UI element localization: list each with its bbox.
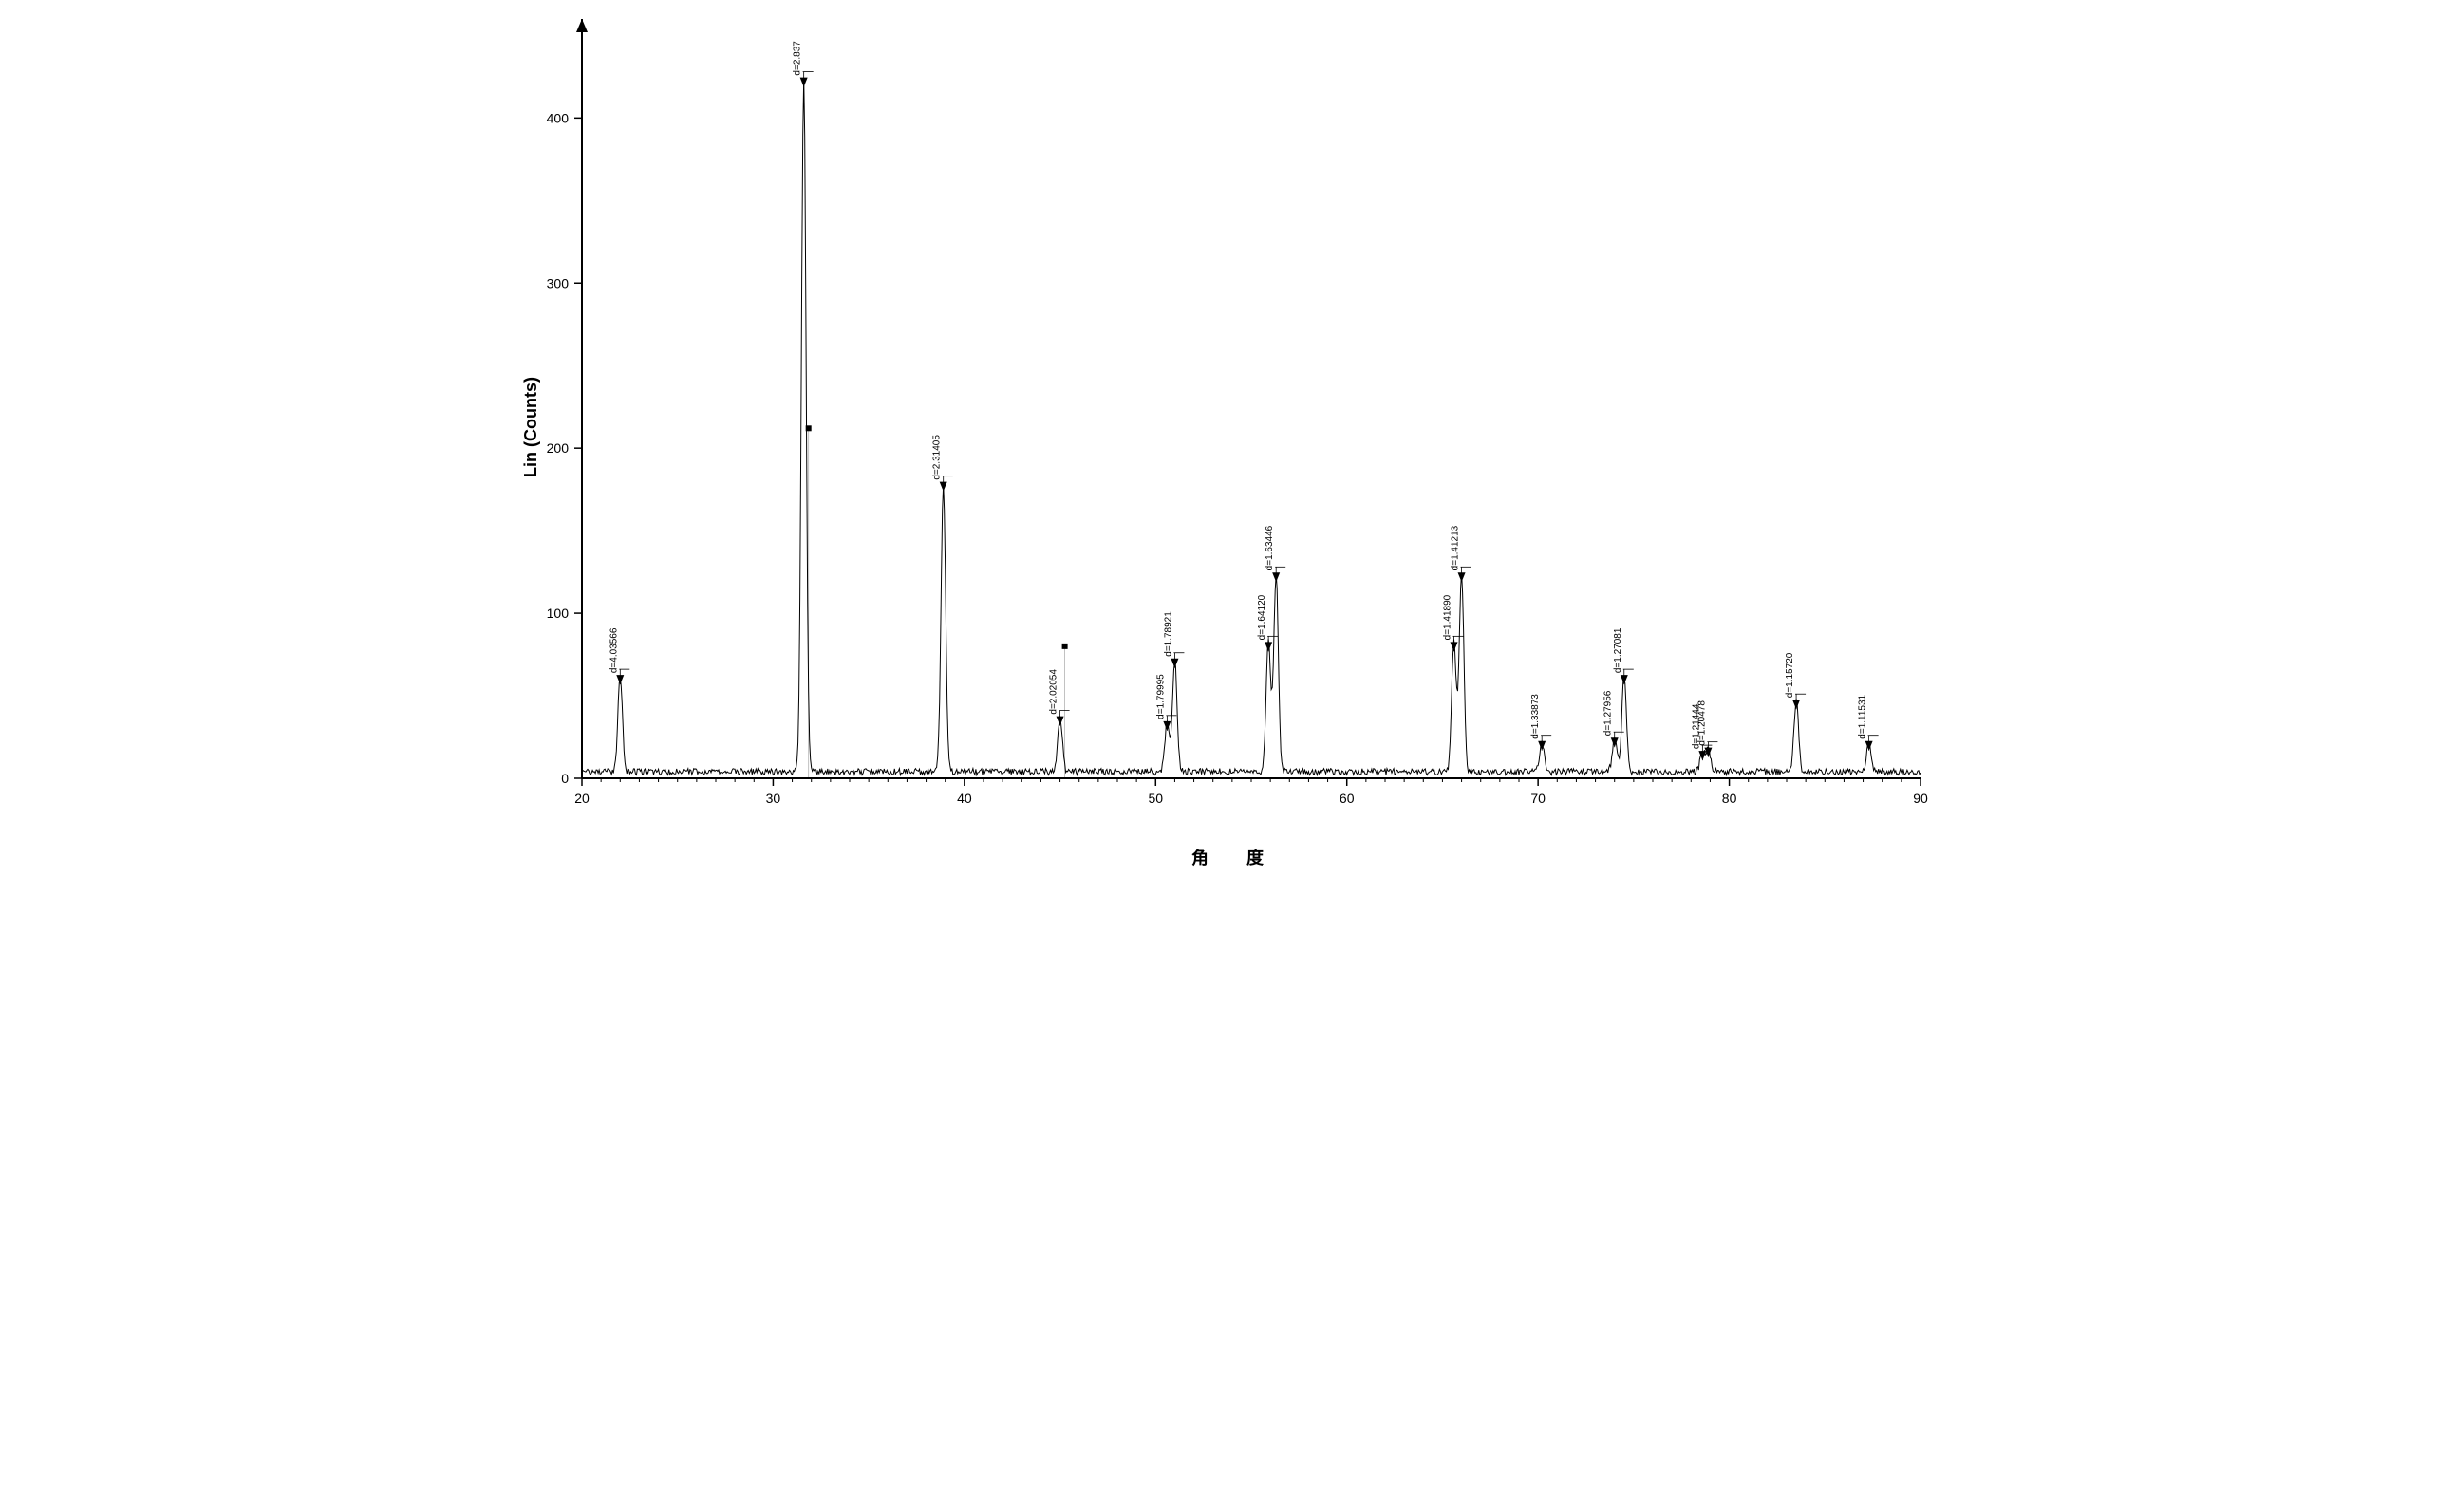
x-tick-label: 60 bbox=[1340, 791, 1355, 806]
peak-label: d=1.27956 bbox=[1603, 690, 1614, 736]
chart-container: 20 30 40 50 60 70 80 90 0 100 200 300 400 Lin (Counts… bbox=[515, 9, 1940, 869]
x-tick-label: 90 bbox=[1913, 791, 1928, 806]
chart-svg: 20 30 40 50 60 70 80 90 0 100 200 300 400 Lin (Counts… bbox=[515, 9, 1940, 816]
x-tick-label: 80 bbox=[1722, 791, 1737, 806]
peak-label: d=1.11531 bbox=[1858, 694, 1868, 738]
peak-label: d=1.15720 bbox=[1785, 652, 1795, 698]
peak-label: d=4.03566 bbox=[609, 627, 619, 673]
y-tick-label: 200 bbox=[547, 440, 570, 456]
x-tick-label: 70 bbox=[1530, 791, 1546, 806]
peak-label: d=2.31405 bbox=[932, 435, 943, 480]
peak-label: d=1.41890 bbox=[1443, 594, 1453, 640]
chart-plot-area: 20 30 40 50 60 70 80 90 0 100 200 300 400 Lin (Counts… bbox=[515, 9, 1940, 816]
peak-label: d=1.27081 bbox=[1613, 627, 1623, 673]
x-tick-label: 30 bbox=[766, 791, 781, 806]
peak-label: d=1.63446 bbox=[1265, 525, 1275, 570]
x-tick-label: 40 bbox=[957, 791, 972, 806]
peak-label: d=2.02054 bbox=[1049, 669, 1059, 715]
y-tick-label: 100 bbox=[547, 606, 570, 621]
peak-label: d=1.64120 bbox=[1257, 594, 1267, 640]
y-tick-label: 0 bbox=[561, 771, 569, 786]
peak-label: d=1.20478 bbox=[1696, 700, 1707, 746]
diffraction-trace bbox=[582, 78, 1921, 775]
peak-label: d=1.41213 bbox=[1451, 525, 1461, 570]
y-tick-label: 300 bbox=[547, 275, 570, 290]
peak-label: d=1.78921 bbox=[1163, 611, 1173, 657]
peak-label: d=1.79995 bbox=[1155, 674, 1166, 719]
x-axis-label: 角度 bbox=[515, 845, 1940, 869]
peak-label: d=2.837 bbox=[793, 41, 803, 76]
peak-label: d=1.33873 bbox=[1530, 694, 1541, 739]
y-axis-label: Lin (Counts) bbox=[521, 377, 540, 477]
y-tick-label: 400 bbox=[547, 110, 570, 125]
x-tick-label: 50 bbox=[1148, 791, 1163, 806]
x-tick-label: 20 bbox=[574, 791, 590, 806]
